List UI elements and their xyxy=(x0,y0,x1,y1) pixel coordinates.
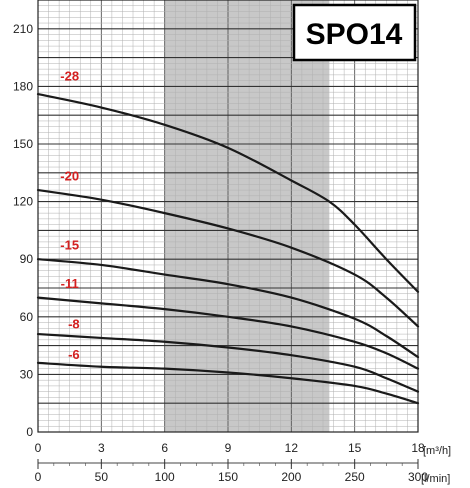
shaded-region-layer xyxy=(164,0,330,432)
unit-labels: [m³/h] [l/min] xyxy=(421,445,451,485)
y-tick-label: 120 xyxy=(13,195,33,209)
x-tick-label: 9 xyxy=(225,441,232,455)
title-box-frame xyxy=(292,3,417,62)
shaded-operating-range xyxy=(164,0,330,432)
y-tick-label: 210 xyxy=(13,22,33,36)
plot-frame xyxy=(37,0,419,433)
y-tick-label: 150 xyxy=(13,137,33,151)
x-tick-label: 3 xyxy=(98,441,105,455)
x2-tick-label: 300 xyxy=(408,470,428,484)
curve-label-minus-6: -6 xyxy=(68,347,80,362)
y-tick-label: 60 xyxy=(20,310,34,324)
x-unit-label: [m³/h] xyxy=(423,445,451,457)
x-tick-label: 18 xyxy=(411,441,425,455)
curve-minus-6 xyxy=(36,361,420,405)
chart-title: SPO14 xyxy=(306,18,403,51)
y-tick-label: 90 xyxy=(20,252,34,266)
curve-minus-15 xyxy=(36,258,420,359)
x-tick-label: 12 xyxy=(285,441,299,455)
curve-minus-20 xyxy=(36,188,420,328)
x-tick-label: 15 xyxy=(348,441,362,455)
y-tick-label: 180 xyxy=(13,79,33,93)
x-tick-label: 6 xyxy=(161,441,168,455)
x2-tick-label: 150 xyxy=(218,470,238,484)
curve-minus-11 xyxy=(36,296,420,370)
x2-tick-label: 50 xyxy=(95,470,109,484)
x-tick-label: 0 xyxy=(35,441,42,455)
curve-minus-8 xyxy=(36,332,420,393)
y-tick-label: 0 xyxy=(26,425,33,439)
curve-label-minus-28: -28 xyxy=(60,69,79,84)
y-tick-label: 30 xyxy=(20,367,34,381)
curve-labels-layer: -28 -20 -15 -11 -8 -6 xyxy=(60,69,79,362)
curves-layer xyxy=(36,92,420,405)
title-box: SPO14 xyxy=(292,3,417,62)
curve-label-minus-11: -11 xyxy=(61,276,79,291)
x2-tick-label: 200 xyxy=(281,470,301,484)
curve-label-minus-15: -15 xyxy=(60,238,79,253)
curve-label-minus-8: -8 xyxy=(68,316,80,331)
x2-tick-label: 0 xyxy=(35,470,42,484)
x2-tick-label: 100 xyxy=(155,470,175,484)
curve-label-minus-20: -20 xyxy=(60,168,79,183)
curve-minus-28 xyxy=(36,92,420,293)
x2-unit-label: [l/min] xyxy=(421,473,450,485)
x2-tick-label: 250 xyxy=(345,470,365,484)
grid-layer xyxy=(37,0,419,433)
